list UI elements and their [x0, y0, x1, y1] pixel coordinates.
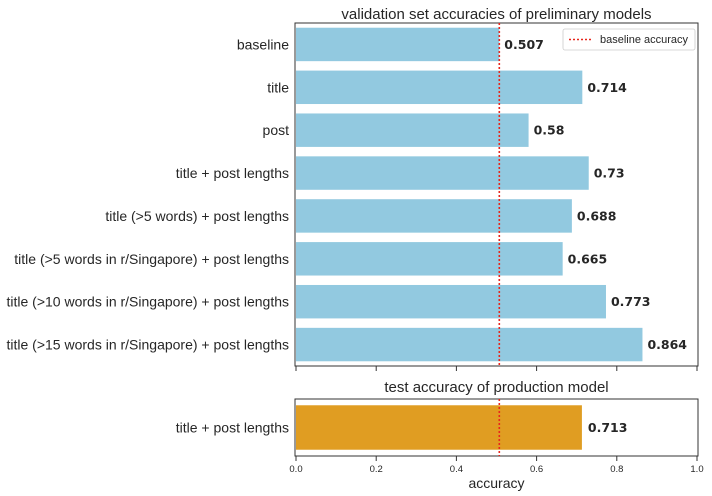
test-chart-frame: [294, 398, 699, 457]
validation-category-label: title: [267, 79, 289, 95]
validation-bar-value-label: 0.773: [611, 294, 651, 309]
test-chart-title: test accuracy of production model: [384, 379, 608, 396]
validation-bar-value-label: 0.688: [577, 208, 617, 223]
validation-bar: [296, 242, 563, 276]
validation-bar: [296, 284, 606, 319]
test-bar-value-label: 0.713: [588, 420, 628, 435]
validation-category-label: post: [263, 122, 290, 138]
validation-chart-panel: validation set accuracies of preliminary…: [7, 6, 699, 371]
test-chart-panel: test accuracy of production model 0.713 …: [176, 379, 704, 491]
validation-bar-value-label: 0.665: [568, 251, 608, 266]
validation-bar-value-label: 0.864: [647, 337, 687, 352]
validation-bar-value-label: 0.507: [504, 37, 544, 52]
validation-bar-value-label: 0.73: [594, 166, 625, 181]
validation-bar: [296, 156, 589, 190]
validation-category-label: title + post lengths: [176, 165, 289, 181]
legend-box: [562, 28, 696, 51]
validation-bar: [296, 199, 572, 233]
validation-category-label: title (>10 words in r/Singapore) + post …: [7, 294, 290, 310]
legend: baseline accuracy: [562, 28, 696, 51]
x-tick-label: 0.6: [530, 464, 543, 475]
validation-category-label: title (>5 words) + post lengths: [105, 208, 289, 224]
validation-bar: [296, 113, 529, 147]
test-category-label: title + post lengths: [176, 420, 289, 436]
x-tick-label: 0.2: [370, 464, 383, 475]
x-tick-label: 0.4: [450, 464, 463, 475]
validation-bar: [296, 70, 583, 105]
validation-category-label: baseline: [237, 36, 289, 52]
test-bar: [296, 405, 582, 450]
validation-bar-value-label: 0.714: [587, 80, 627, 95]
legend-label: baseline accuracy: [600, 34, 689, 46]
validation-bar-value-label: 0.58: [534, 123, 565, 138]
validation-bar: [296, 27, 500, 62]
x-tick-label: 0.8: [610, 464, 623, 475]
validation-bar: [296, 327, 643, 362]
validation-category-label: title (>5 words in r/Singapore) + post l…: [14, 251, 289, 267]
validation-category-label: title (>15 words in r/Singapore) + post …: [7, 337, 290, 353]
validation-chart-title: validation set accuracies of preliminary…: [341, 6, 651, 23]
x-axis-label: accuracy: [468, 475, 524, 491]
x-tick-label: 1.0: [690, 464, 703, 475]
validation-chart-frame: [294, 22, 699, 367]
x-tick-label: 0.0: [289, 464, 302, 475]
